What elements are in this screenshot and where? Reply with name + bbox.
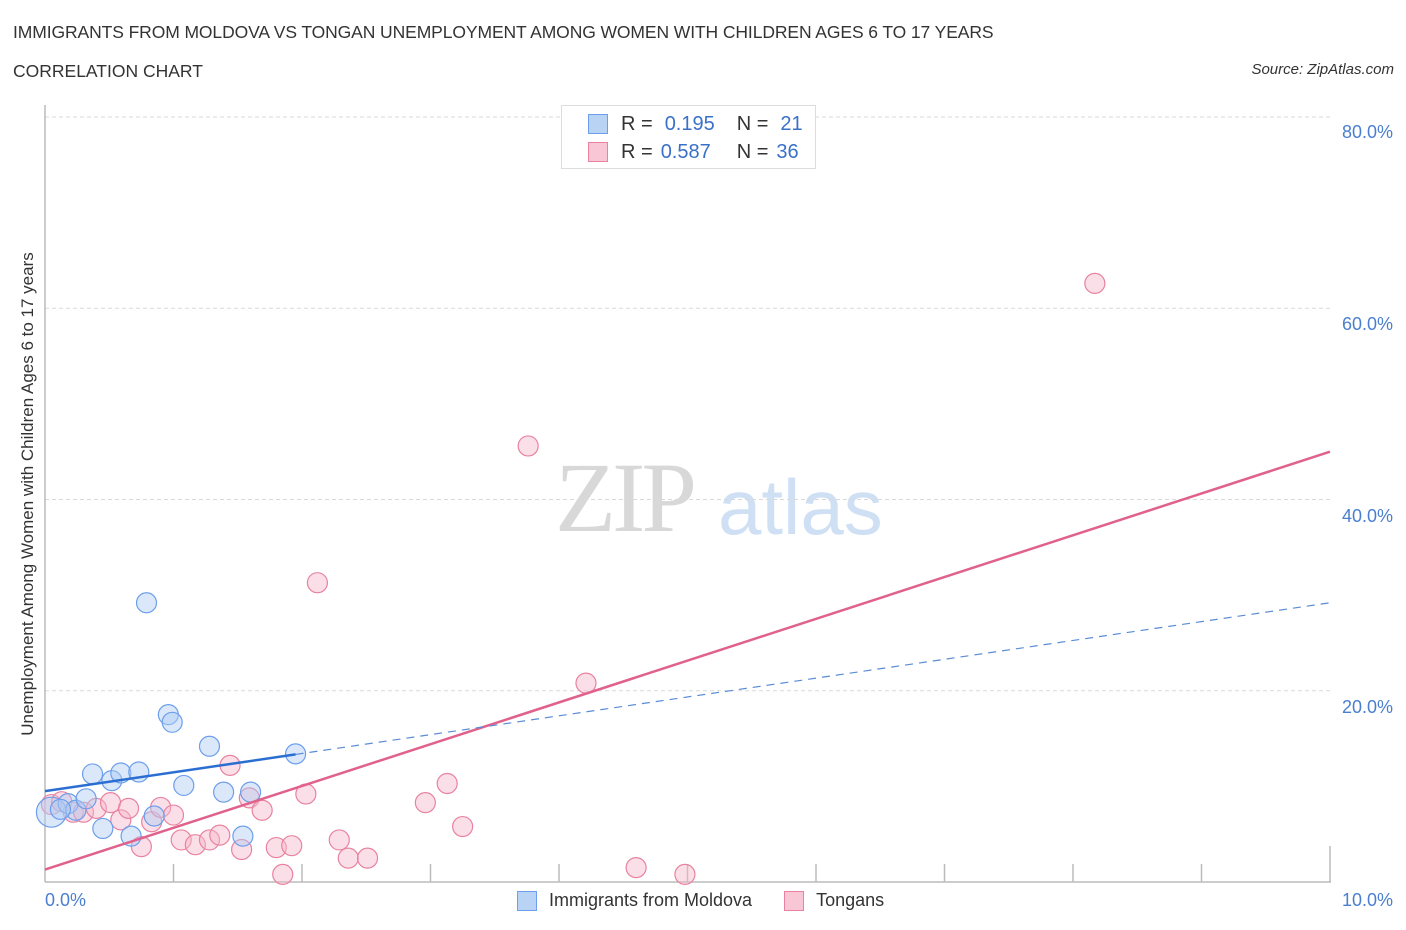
stats-row-tongans: R = 0.587 N = 36 [562, 139, 799, 165]
data-point[interactable] [135, 592, 158, 614]
trend-line-tongans [44, 450, 1331, 871]
y-tick-40: 40.0% [1341, 506, 1393, 526]
r-value: 0.195 [664, 112, 715, 135]
data-point[interactable] [517, 435, 539, 457]
n-label: N = [736, 140, 769, 163]
data-point[interactable] [49, 798, 72, 820]
data-point[interactable] [161, 711, 183, 733]
data-point[interactable] [232, 825, 254, 847]
legend-label-tongans: Tongans [816, 890, 885, 910]
r-label: R = [621, 112, 653, 135]
n-value: 36 [776, 140, 799, 163]
data-point[interactable] [92, 817, 114, 840]
data-point[interactable] [337, 847, 359, 869]
data-point[interactable] [110, 809, 132, 831]
source-credit: Source: ZipAtlas.com [1251, 61, 1394, 78]
data-point[interactable] [143, 805, 165, 827]
data-point[interactable] [436, 772, 458, 795]
data-point[interactable] [452, 815, 474, 838]
watermark-zip: ZIP [555, 442, 697, 553]
data-point[interactable] [198, 735, 221, 757]
stats-legend: R = 0.195 N = 21 R = 0.587 N = 36 [561, 105, 816, 169]
data-point[interactable] [674, 863, 696, 885]
data-point[interactable] [1084, 272, 1106, 294]
data-point[interactable] [281, 835, 303, 857]
data-point[interactable] [75, 788, 97, 810]
data-point[interactable] [272, 863, 294, 885]
y-axis-label: Unemployment Among Women with Children A… [18, 252, 37, 736]
legend-swatch-tongans [784, 890, 805, 911]
legend-swatch-moldova [517, 890, 537, 911]
data-point[interactable] [162, 804, 185, 826]
axes [44, 105, 1331, 883]
chart-subtitle: CORRELATION CHART [13, 61, 203, 81]
watermark-atlas: atlas [718, 463, 883, 551]
data-point[interactable] [170, 829, 192, 851]
swatch-tongans [588, 142, 608, 162]
stats-row-moldova: R = 0.195 N = 21 [562, 111, 803, 137]
data-point[interactable] [99, 792, 122, 814]
data-point[interactable] [117, 797, 140, 819]
data-point[interactable] [356, 847, 379, 869]
data-point[interactable] [184, 834, 206, 856]
trend-line-moldova [44, 753, 296, 793]
swatch-moldova [588, 114, 608, 134]
bottom-legend: Immigrants from Moldova Tongans [517, 890, 916, 911]
data-point[interactable] [198, 829, 221, 851]
data-point[interactable] [110, 762, 132, 784]
chart-title: IMMIGRANTS FROM MOLDOVA VS TONGAN UNEMPL… [13, 22, 994, 42]
y-tick-80: 80.0% [1341, 122, 1393, 142]
data-points [35, 272, 1106, 885]
y-tick-60: 60.0% [1341, 314, 1393, 334]
data-point[interactable] [213, 781, 235, 803]
data-point[interactable] [625, 857, 647, 879]
data-point[interactable] [414, 792, 436, 814]
data-point[interactable] [265, 836, 287, 859]
data-point[interactable] [328, 829, 350, 851]
data-point[interactable] [209, 824, 231, 846]
legend-item-tongans[interactable]: Tongans [784, 890, 884, 911]
n-value: 21 [780, 112, 803, 135]
trend-lines [44, 450, 1331, 871]
r-value: 0.587 [660, 140, 711, 163]
r-label: R = [621, 140, 653, 163]
trend-line-moldova-extension [295, 602, 1331, 756]
y-tick-20: 20.0% [1341, 697, 1393, 717]
x-tick-10: 10.0% [1341, 890, 1393, 910]
data-point[interactable] [150, 796, 172, 819]
data-point[interactable] [306, 572, 329, 594]
n-label: N = [736, 112, 769, 135]
legend-item-moldova[interactable]: Immigrants from Moldova [517, 890, 752, 911]
data-point[interactable] [251, 799, 273, 821]
x-tick-0: 0.0% [45, 890, 87, 910]
gridlines [45, 116, 1330, 692]
data-point[interactable] [173, 774, 195, 797]
legend-label-moldova: Immigrants from Moldova [549, 890, 753, 910]
data-point[interactable] [240, 781, 262, 803]
data-point[interactable] [81, 763, 104, 785]
